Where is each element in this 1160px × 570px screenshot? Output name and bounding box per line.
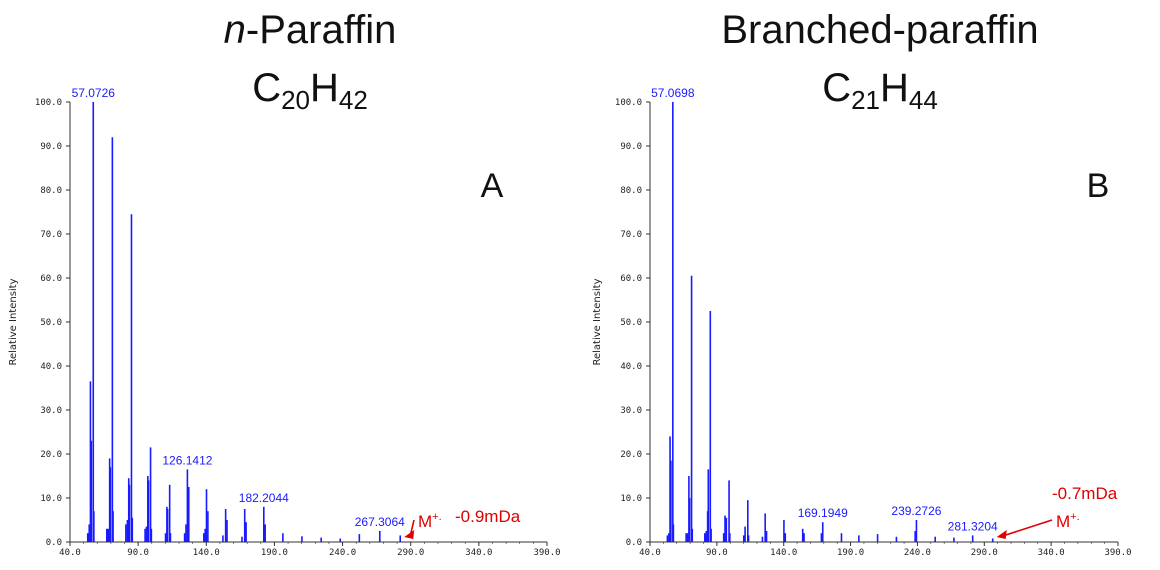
formula-b: C21H44 — [790, 66, 970, 113]
panel-b-x-tick-label: 190.0 — [837, 548, 864, 558]
panel-b-y-tick-label: 10.0 — [620, 494, 642, 504]
panel-a-x-tick-label: 90.0 — [127, 548, 149, 558]
formula-b-c: C — [822, 66, 852, 110]
panel-b-y-tick-label: 0.0 — [626, 538, 642, 548]
title-a-rest: -Paraffin — [245, 8, 397, 52]
panel-a-y-tick-label: 50.0 — [40, 318, 62, 328]
panel-a-y-tick-label: 20.0 — [40, 450, 62, 460]
title-a-prefix: n — [223, 8, 246, 52]
title-b: Branched-paraffin — [690, 8, 1070, 53]
panel-b-peak-label: 281.3204 — [948, 519, 998, 533]
panel-b-x-tick-label: 140.0 — [770, 548, 797, 558]
panel-b-y-tick-label: 30.0 — [620, 406, 642, 416]
panel-b-ion-label-sup: +. — [1070, 511, 1079, 523]
panel-b-y-tick-label: 70.0 — [620, 230, 642, 240]
formula-a-c: C — [252, 66, 282, 110]
formula-a-h-sub: 42 — [338, 85, 368, 115]
formula-a-h: H — [310, 66, 339, 110]
panel-b-ion-arrowhead — [996, 530, 1007, 539]
panel-b-y-tick-label: 20.0 — [620, 450, 642, 460]
panel-a-x-tick-label: 40.0 — [59, 548, 81, 558]
panel-b-mass-error: -0.7mDa — [1052, 484, 1118, 503]
panel-a-x-tick-label: 190.0 — [261, 548, 288, 558]
panel-b-x-tick-label: 290.0 — [971, 548, 998, 558]
panel-a-x-tick-label: 390.0 — [533, 548, 560, 558]
formula-b-h: H — [880, 66, 909, 110]
panel-b-letter: B — [1087, 167, 1110, 205]
panel-b-x-tick-label: 340.0 — [1038, 548, 1065, 558]
panel-a-peak-label: 267.3064 — [355, 515, 405, 529]
panel-a-y-tick-label: 100.0 — [35, 98, 62, 108]
panel-b-y-tick-label: 80.0 — [620, 186, 642, 196]
panel-a-letter: A — [481, 167, 504, 205]
title-b-rest: Branched-paraffin — [721, 8, 1039, 52]
panel-a-x-tick-label: 140.0 — [193, 548, 220, 558]
formula-b-h-sub: 44 — [908, 85, 938, 115]
panel-a-peak-label: 182.2044 — [239, 491, 289, 505]
panel-a-y-tick-label: 0.0 — [46, 538, 62, 548]
panel-a-x-tick-label: 240.0 — [329, 548, 356, 558]
panel-a-y-tick-label: 80.0 — [40, 186, 62, 196]
panel-b-y-tick-label: 100.0 — [615, 98, 642, 108]
panel-b-peak-label: 57.0698 — [651, 86, 695, 100]
panel-a-peak-label: 57.0726 — [72, 86, 116, 100]
panel-a-ion-label: M+. — [418, 511, 442, 531]
panel-b-ion-arrow — [1002, 519, 1053, 537]
title-a: n-Paraffin — [210, 8, 410, 53]
formula-a: C20H42 — [210, 66, 410, 113]
panel-a-mass-error: -0.9mDa — [455, 507, 521, 526]
panel-b-y-tick-label: 90.0 — [620, 142, 642, 152]
panel-a-peak-label: 126.1412 — [162, 453, 212, 467]
panel-a-ion-label-sup: +. — [432, 511, 441, 523]
panel-a-y-tick-label: 70.0 — [40, 230, 62, 240]
panel-a-x-tick-label: 340.0 — [465, 548, 492, 558]
panel-b-x-tick-label: 90.0 — [706, 548, 728, 558]
panel-a-y-tick-label: 90.0 — [40, 142, 62, 152]
panel-b-x-tick-label: 390.0 — [1104, 548, 1131, 558]
panel-b-peak-label: 169.1949 — [798, 506, 848, 520]
panel-b-y-axis-label: Relative Intensity — [592, 278, 603, 365]
formula-a-c-sub: 20 — [281, 85, 310, 115]
panel-b-x-tick-label: 40.0 — [639, 548, 661, 558]
panel-a-y-axis-label: Relative Intensity — [8, 278, 19, 365]
panel-a-x-tick-label: 290.0 — [397, 548, 424, 558]
panel-a-y-tick-label: 60.0 — [40, 274, 62, 284]
formula-b-c-sub: 21 — [851, 85, 880, 115]
panel-b-y-tick-label: 40.0 — [620, 362, 642, 372]
panel-b-y-tick-label: 50.0 — [620, 318, 642, 328]
panel-b-ion-label-m: M — [1056, 512, 1070, 531]
panel-a-ion-arrowhead — [404, 530, 415, 539]
panel-b-x-tick-label: 240.0 — [904, 548, 931, 558]
panel-a-y-tick-label: 10.0 — [40, 494, 62, 504]
panel-b-ion-label: M+. — [1056, 511, 1080, 531]
panel-a-ion-label-m: M — [418, 512, 432, 531]
panel-b-y-tick-label: 60.0 — [620, 274, 642, 284]
panel-a-y-tick-label: 30.0 — [40, 406, 62, 416]
panel-b-peak-label: 239.2726 — [891, 504, 941, 518]
panel-a-y-tick-label: 40.0 — [40, 362, 62, 372]
